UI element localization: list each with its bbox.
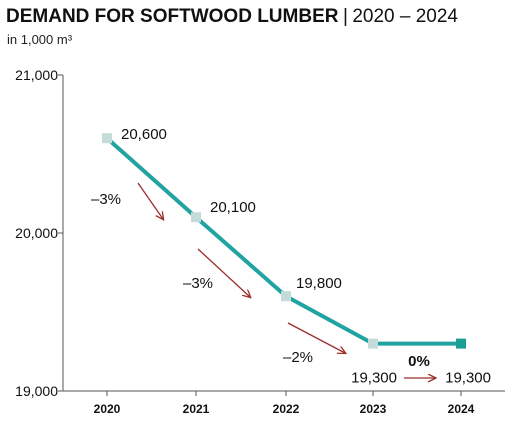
data-point bbox=[281, 291, 291, 302]
trend-arrow bbox=[287, 322, 345, 353]
trend-arrow bbox=[137, 182, 163, 219]
data-label: 20,600 bbox=[121, 126, 167, 143]
change-label: 0% bbox=[408, 353, 430, 370]
data-label: 19,300 bbox=[351, 370, 397, 387]
x-tick-label: 2020 bbox=[94, 402, 121, 416]
data-point bbox=[191, 212, 201, 223]
y-tick-label: 20,000 bbox=[15, 225, 58, 241]
change-label: –3% bbox=[183, 275, 213, 292]
chart-title: DEMAND FOR SOFTWOOD LUMBER | 2020 – 2024 bbox=[6, 6, 458, 28]
change-label: –2% bbox=[283, 349, 313, 366]
data-point bbox=[368, 338, 378, 349]
x-tick-label: 2022 bbox=[273, 402, 300, 416]
data-point bbox=[102, 133, 112, 144]
data-label: 20,100 bbox=[210, 199, 256, 216]
x-tick-label: 2024 bbox=[448, 402, 475, 416]
change-label: –3% bbox=[91, 191, 121, 208]
data-label: 19,300 bbox=[445, 370, 491, 387]
y-tick-label: 21,000 bbox=[15, 67, 58, 83]
chart-title-period: 2020 – 2024 bbox=[352, 6, 458, 27]
data-point bbox=[456, 338, 466, 349]
chart-title-separator: | bbox=[342, 6, 348, 27]
trend-arrow bbox=[197, 248, 250, 297]
data-label: 19,800 bbox=[296, 275, 342, 292]
chart-unit-subtitle: in 1,000 m³ bbox=[7, 32, 73, 47]
series-line bbox=[105, 136, 461, 346]
y-tick-label: 19,000 bbox=[15, 383, 58, 399]
chart-title-main: DEMAND FOR SOFTWOOD LUMBER bbox=[6, 6, 339, 27]
x-tick-label: 2023 bbox=[360, 402, 387, 416]
x-tick-label: 2021 bbox=[183, 402, 210, 416]
